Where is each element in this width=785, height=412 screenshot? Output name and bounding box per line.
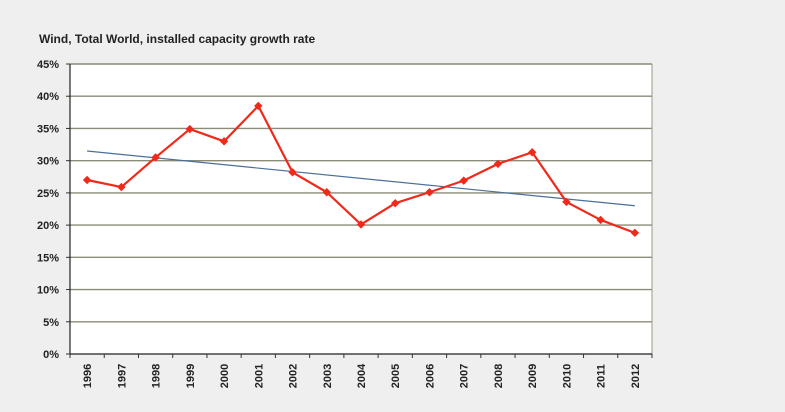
x-tick-label: 2011 bbox=[596, 364, 608, 388]
data-point bbox=[562, 197, 571, 207]
x-tick-label: 2003 bbox=[322, 364, 334, 388]
x-tick-label: 1997 bbox=[116, 364, 128, 388]
x-tick-label: 1999 bbox=[185, 364, 197, 388]
data-point bbox=[596, 215, 605, 225]
y-tick-label: 20% bbox=[37, 220, 59, 232]
data-point bbox=[254, 101, 263, 111]
y-tick-label: 5% bbox=[43, 317, 59, 329]
data-point bbox=[527, 148, 537, 157]
data-point bbox=[151, 153, 160, 162]
x-tick-label: 2009 bbox=[527, 364, 539, 388]
data-point bbox=[219, 137, 229, 146]
trendline bbox=[87, 150, 635, 207]
data-point bbox=[391, 199, 400, 208]
y-tick-label: 0% bbox=[43, 349, 59, 361]
data-point bbox=[288, 168, 297, 177]
x-tick-label: 2000 bbox=[219, 364, 231, 388]
y-tick-label: 40% bbox=[37, 91, 59, 103]
y-tick-label: 15% bbox=[37, 252, 59, 264]
data-point bbox=[322, 188, 331, 197]
x-tick-label: 2007 bbox=[459, 364, 471, 388]
data-point bbox=[493, 159, 503, 169]
chart-title: Wind, Total World, installed capacity gr… bbox=[39, 32, 316, 46]
data-point bbox=[630, 228, 640, 238]
data-point bbox=[356, 220, 366, 229]
data-point bbox=[117, 182, 126, 192]
data-point bbox=[459, 176, 468, 185]
y-tick-label: 45% bbox=[37, 59, 59, 71]
y-tick-label: 30% bbox=[37, 156, 59, 168]
y-tick-label: 10% bbox=[37, 285, 59, 297]
x-tick-label: 2005 bbox=[390, 364, 402, 388]
y-tick-label: 25% bbox=[37, 188, 59, 200]
data-point bbox=[82, 175, 92, 185]
y-tick-label: 35% bbox=[37, 123, 59, 135]
data-point bbox=[425, 188, 434, 197]
x-tick-label: 1996 bbox=[82, 364, 94, 388]
x-tick-label: 2008 bbox=[493, 364, 505, 388]
plot-area bbox=[70, 64, 652, 354]
x-tick-label: 1998 bbox=[151, 364, 163, 388]
data-point bbox=[185, 124, 195, 134]
x-tick-label: 2012 bbox=[630, 364, 642, 388]
x-tick-label: 2002 bbox=[288, 364, 300, 388]
x-tick-label: 2004 bbox=[356, 363, 368, 388]
x-tick-label: 2001 bbox=[253, 364, 265, 388]
x-tick-label: 2010 bbox=[561, 364, 573, 388]
x-tick-label: 2006 bbox=[424, 364, 436, 388]
